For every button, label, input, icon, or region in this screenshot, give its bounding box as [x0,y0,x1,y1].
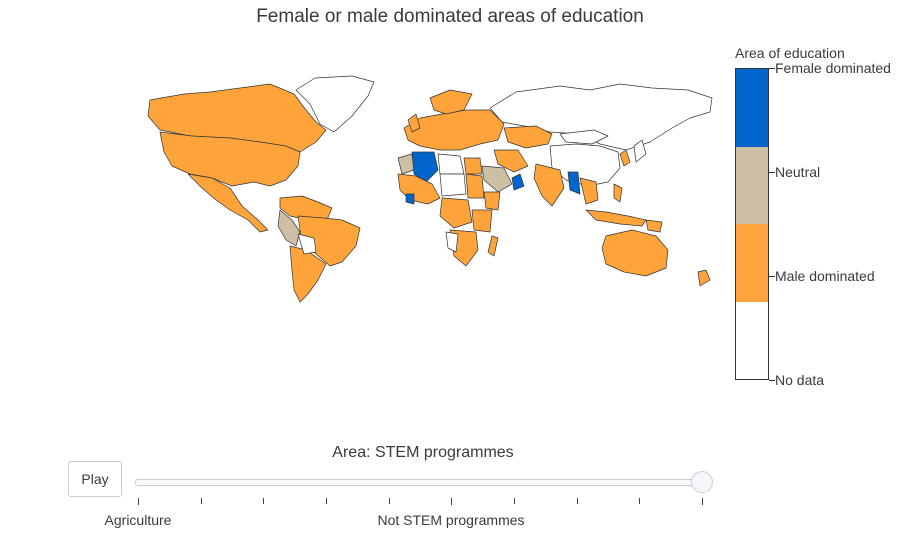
country-ivorycoast [405,193,415,205]
country-mongolia [559,129,609,145]
country-argentina [289,245,327,303]
country-congo [439,197,473,229]
slider-tick [702,498,703,505]
slider-tick [138,498,139,505]
slider-tick [388,498,390,504]
country-saudi [481,165,513,193]
country-eastafrica [471,209,493,233]
country-korea [619,149,631,167]
slider-tick [514,498,515,504]
country-newzealand [697,269,711,287]
legend-swatch-nodata [736,301,768,379]
country-india [533,163,565,207]
country-algeria [411,151,439,183]
country-namibia [445,231,459,253]
slider-rail[interactable] [135,479,703,486]
country-sudan [465,173,485,199]
legend-title: Area of education [735,45,845,61]
legend-swatch-female [736,69,768,147]
country-ethiopia [483,191,501,211]
country-libya [437,153,465,175]
slider-tick [263,498,265,504]
country-greenland [295,75,375,133]
country-iran [493,149,529,173]
country-bolivia [297,233,317,255]
country-myanmar [567,171,581,195]
country-peru [277,209,301,247]
slider-tick [451,498,453,505]
legend-swatch-neutral [736,146,768,224]
legend-label-female: Female dominated [775,60,891,76]
legend-tick [769,68,775,69]
country-australia [601,229,669,277]
country-westafrica [397,173,441,205]
slider-handle[interactable] [691,471,713,493]
area-slider[interactable] [135,471,713,495]
colorscale-bar [735,68,769,380]
country-indonesia [585,209,647,227]
legend-label-male: Male dominated [775,268,875,284]
slider-step-label[interactable]: Agriculture [104,512,172,528]
country-usa [159,131,301,187]
country-russia [489,83,713,151]
country-europe [403,109,505,151]
country-japan [633,139,647,163]
legend-tick [769,380,775,381]
legend-swatch-male [736,224,768,302]
slider-current-value: Area: STEM programmes [332,444,514,461]
country-png [645,219,663,233]
play-button[interactable]: Play [68,461,122,497]
slider-tick [639,498,641,504]
slider-tick [576,498,578,504]
chart-title: Female or male dominated areas of educat… [256,6,644,27]
country-mexico [187,173,269,233]
country-scandinavia [429,89,473,115]
country-madagascar [487,235,499,257]
legend-label-nodata: No data [775,372,825,388]
country-egypt [463,157,483,175]
country-seasia [579,177,599,205]
legend-tick [769,276,775,277]
country-morocco [397,153,415,175]
country-kazakhstan [503,125,553,149]
country-chad [439,173,467,197]
country-philippines [613,183,623,203]
country-oman [511,173,525,191]
legend-label-neutral: Neutral [775,164,821,180]
slider-tick [326,498,327,504]
slider-step-label[interactable]: Not STEM programmes [377,512,525,528]
legend-tick [769,172,775,173]
country-uk [407,113,421,133]
slider-tick [200,498,202,504]
world-map[interactable] [120,70,720,310]
